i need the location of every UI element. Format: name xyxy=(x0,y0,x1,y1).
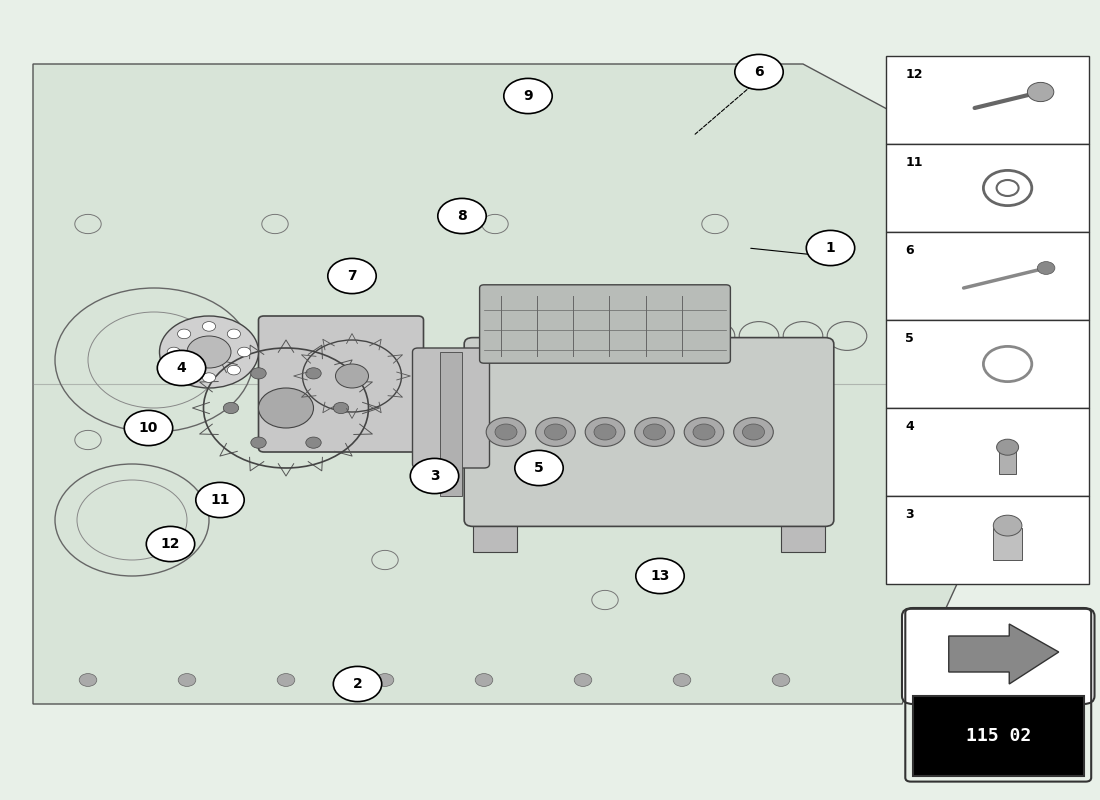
Circle shape xyxy=(693,424,715,440)
Bar xyxy=(886,56,1089,144)
Circle shape xyxy=(486,418,526,446)
Text: 3: 3 xyxy=(430,469,439,483)
Text: 2: 2 xyxy=(353,677,362,691)
Text: 12: 12 xyxy=(905,68,923,81)
Circle shape xyxy=(202,322,216,331)
Text: 12: 12 xyxy=(161,537,180,551)
Bar xyxy=(993,528,1022,560)
Circle shape xyxy=(410,458,459,494)
Circle shape xyxy=(251,437,266,448)
FancyBboxPatch shape xyxy=(412,348,490,468)
Circle shape xyxy=(475,674,493,686)
Circle shape xyxy=(644,424,666,440)
Circle shape xyxy=(504,78,552,114)
Circle shape xyxy=(574,674,592,686)
Circle shape xyxy=(735,54,783,90)
Circle shape xyxy=(515,450,563,486)
Circle shape xyxy=(997,439,1019,455)
Bar xyxy=(886,320,1089,408)
Circle shape xyxy=(228,329,241,338)
Bar xyxy=(886,144,1089,232)
Circle shape xyxy=(223,402,239,414)
Circle shape xyxy=(79,674,97,686)
Circle shape xyxy=(536,418,575,446)
Circle shape xyxy=(277,674,295,686)
Text: 7: 7 xyxy=(348,269,356,283)
Polygon shape xyxy=(33,64,1012,704)
Circle shape xyxy=(177,329,190,338)
Circle shape xyxy=(251,368,266,379)
Circle shape xyxy=(806,230,855,266)
Circle shape xyxy=(772,674,790,686)
Text: 5: 5 xyxy=(905,332,914,345)
FancyBboxPatch shape xyxy=(902,608,1094,704)
Text: 10: 10 xyxy=(139,421,158,435)
FancyBboxPatch shape xyxy=(258,316,424,452)
Bar xyxy=(781,504,825,552)
Circle shape xyxy=(734,418,773,446)
Circle shape xyxy=(376,674,394,686)
FancyBboxPatch shape xyxy=(464,338,834,526)
Bar xyxy=(473,504,517,552)
Circle shape xyxy=(742,424,764,440)
FancyBboxPatch shape xyxy=(480,285,730,363)
Circle shape xyxy=(178,674,196,686)
Circle shape xyxy=(306,437,321,448)
Bar xyxy=(886,232,1089,320)
Text: 3: 3 xyxy=(905,508,914,521)
Circle shape xyxy=(333,402,349,414)
Bar xyxy=(886,408,1089,496)
Bar xyxy=(999,450,1016,474)
Circle shape xyxy=(124,410,173,446)
Text: 8: 8 xyxy=(458,209,466,223)
Circle shape xyxy=(328,258,376,294)
Circle shape xyxy=(258,388,314,428)
Circle shape xyxy=(177,366,190,375)
Circle shape xyxy=(160,316,258,388)
Circle shape xyxy=(336,364,368,388)
Circle shape xyxy=(673,674,691,686)
Circle shape xyxy=(1037,262,1055,274)
Text: 13: 13 xyxy=(650,569,670,583)
Circle shape xyxy=(594,424,616,440)
Text: 9: 9 xyxy=(524,89,532,103)
Circle shape xyxy=(306,368,321,379)
Text: 11: 11 xyxy=(210,493,230,507)
Text: 11: 11 xyxy=(905,156,923,169)
Polygon shape xyxy=(948,624,1058,684)
Circle shape xyxy=(238,347,251,357)
Circle shape xyxy=(495,424,517,440)
Circle shape xyxy=(635,418,674,446)
Circle shape xyxy=(167,347,180,357)
Text: 6: 6 xyxy=(905,244,914,257)
Circle shape xyxy=(333,666,382,702)
FancyBboxPatch shape xyxy=(308,364,429,428)
Circle shape xyxy=(146,526,195,562)
Circle shape xyxy=(228,366,241,375)
Text: 5: 5 xyxy=(535,461,543,475)
Text: 4: 4 xyxy=(905,420,914,433)
Circle shape xyxy=(196,482,244,518)
Text: 6: 6 xyxy=(755,65,763,79)
Circle shape xyxy=(202,373,216,382)
Text: 4: 4 xyxy=(177,361,186,375)
Bar xyxy=(440,352,462,496)
Bar xyxy=(886,496,1089,584)
Circle shape xyxy=(993,515,1022,536)
Circle shape xyxy=(438,198,486,234)
Circle shape xyxy=(544,424,566,440)
Circle shape xyxy=(157,350,206,386)
Bar xyxy=(913,696,1084,776)
Circle shape xyxy=(636,558,684,594)
Circle shape xyxy=(585,418,625,446)
Text: 115 02: 115 02 xyxy=(966,727,1031,745)
Text: 1: 1 xyxy=(826,241,835,255)
Circle shape xyxy=(1027,82,1054,102)
Circle shape xyxy=(187,336,231,368)
Circle shape xyxy=(684,418,724,446)
